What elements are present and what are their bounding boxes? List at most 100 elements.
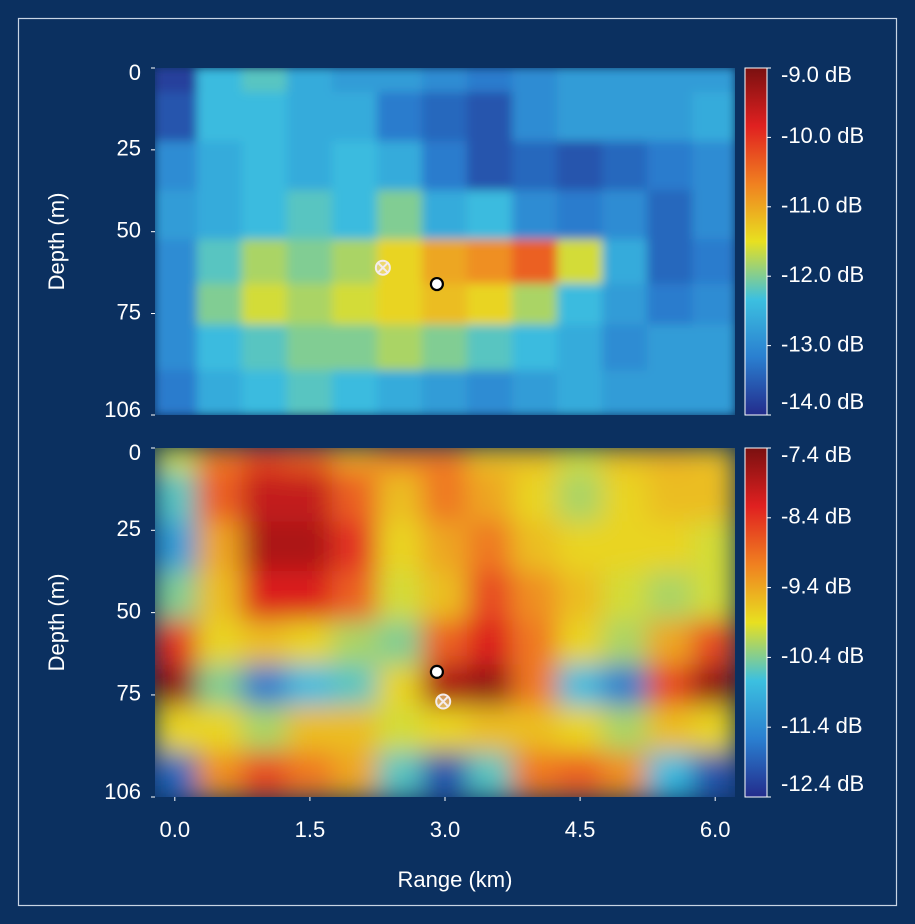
heatmap-cell (602, 620, 648, 665)
heatmap-cell (692, 472, 735, 522)
heatmap-cell (512, 522, 558, 572)
heatmap-cell (557, 141, 603, 191)
heatmap-cell (602, 665, 648, 707)
heatmap-cell (647, 284, 693, 326)
heatmap-cell (602, 522, 648, 572)
x-tick-label: 3.0 (430, 817, 461, 842)
heatmap-cell (197, 665, 243, 707)
heatmap-cell (377, 706, 423, 753)
marker-circle (431, 278, 443, 290)
heatmap-cell (467, 370, 513, 415)
heatmap-cell (242, 620, 288, 665)
heatmap-cell (332, 141, 378, 191)
heatmap-cell (287, 522, 333, 572)
heatmap-cell (287, 190, 333, 240)
heatmap-cell (692, 370, 735, 415)
heatmap-cell (647, 620, 693, 665)
heatmap-cell (377, 370, 423, 415)
heatmap-cell (602, 190, 648, 240)
heatmap-cell (197, 448, 243, 474)
heatmap-cell (287, 665, 333, 707)
heatmap-cell (242, 665, 288, 707)
heatmap-cell (467, 706, 513, 753)
heatmap-cell (377, 472, 423, 522)
heatmap-cell (557, 448, 603, 474)
heatmap-cell (692, 665, 735, 707)
heatmap-cell (602, 141, 648, 191)
heatmap-cell (602, 68, 648, 94)
heatmap-cell (377, 448, 423, 474)
heatmap-cell (197, 571, 243, 621)
heatmap-cell (692, 190, 735, 240)
heatmap-cell (467, 665, 513, 707)
heatmap-cell (692, 620, 735, 665)
heatmap-cell (647, 752, 693, 797)
heatmap-cell (242, 190, 288, 240)
y-axis-label: Depth (m) (44, 193, 69, 291)
heatmap-cells (155, 448, 736, 798)
heatmap-cell (332, 571, 378, 621)
colorbar-tick-label: -7.4 dB (781, 442, 852, 467)
heatmap-cell (332, 284, 378, 326)
heatmap-cell (242, 141, 288, 191)
heatmap-cell (287, 620, 333, 665)
heatmap-cell (467, 324, 513, 371)
heatmap-cell (155, 571, 198, 621)
heatmap-cell (422, 706, 468, 753)
heatmap-cell (287, 472, 333, 522)
heatmap-cell (557, 620, 603, 665)
heatmap-cell (197, 284, 243, 326)
heatmap-cell (647, 92, 693, 142)
heatmap-cell (377, 68, 423, 94)
heatmap-cell (692, 522, 735, 572)
heatmap-cell (692, 239, 735, 284)
heatmap-cell (155, 284, 198, 326)
heatmap-cell (287, 571, 333, 621)
heatmap-cell (197, 522, 243, 572)
heatmap-cell (422, 68, 468, 94)
heatmap-cell (287, 706, 333, 753)
heatmap-cell (422, 92, 468, 142)
heatmap-cell (512, 284, 558, 326)
heatmap-cell (422, 190, 468, 240)
heatmap-cell (197, 620, 243, 665)
heatmap-cell (155, 239, 198, 284)
heatmap-cell (422, 448, 468, 474)
heatmap-cell (602, 472, 648, 522)
heatmap-cell (602, 448, 648, 474)
heatmap-cell (197, 68, 243, 94)
heatmap-cell (155, 522, 198, 572)
heatmap-cell (557, 752, 603, 797)
heatmap-cell (692, 448, 735, 474)
heatmap-cell (602, 370, 648, 415)
heatmap-cell (512, 239, 558, 284)
heatmap-cell (197, 370, 243, 415)
y-tick-label: 106 (104, 779, 141, 804)
y-tick-label: 75 (117, 299, 141, 324)
heatmap-cell (332, 370, 378, 415)
heatmap-cell (332, 68, 378, 94)
heatmap-cell (332, 472, 378, 522)
heatmap-cell (512, 752, 558, 797)
heatmap-cell (287, 752, 333, 797)
heatmap-cell (467, 620, 513, 665)
heatmap-cell (242, 706, 288, 753)
heatmap-cell (242, 571, 288, 621)
y-axis-label: Depth (m) (44, 574, 69, 672)
heatmap-cell (197, 752, 243, 797)
colorbar-tick-label: -14.0 dB (781, 389, 864, 414)
y-tick-label: 0 (129, 440, 141, 465)
heatmap-cell (512, 324, 558, 371)
heatmap-cell (332, 522, 378, 572)
heatmap-cell (692, 141, 735, 191)
heatmap-cell (647, 522, 693, 572)
heatmap-cell (155, 706, 198, 753)
heatmap-cell (512, 472, 558, 522)
heatmap-cell (242, 448, 288, 474)
heatmap-cell (377, 571, 423, 621)
heatmap-cell (557, 68, 603, 94)
heatmap-cell (242, 68, 288, 94)
heatmap-cell (155, 141, 198, 191)
heatmap-cell (332, 665, 378, 707)
heatmap-cell (422, 370, 468, 415)
